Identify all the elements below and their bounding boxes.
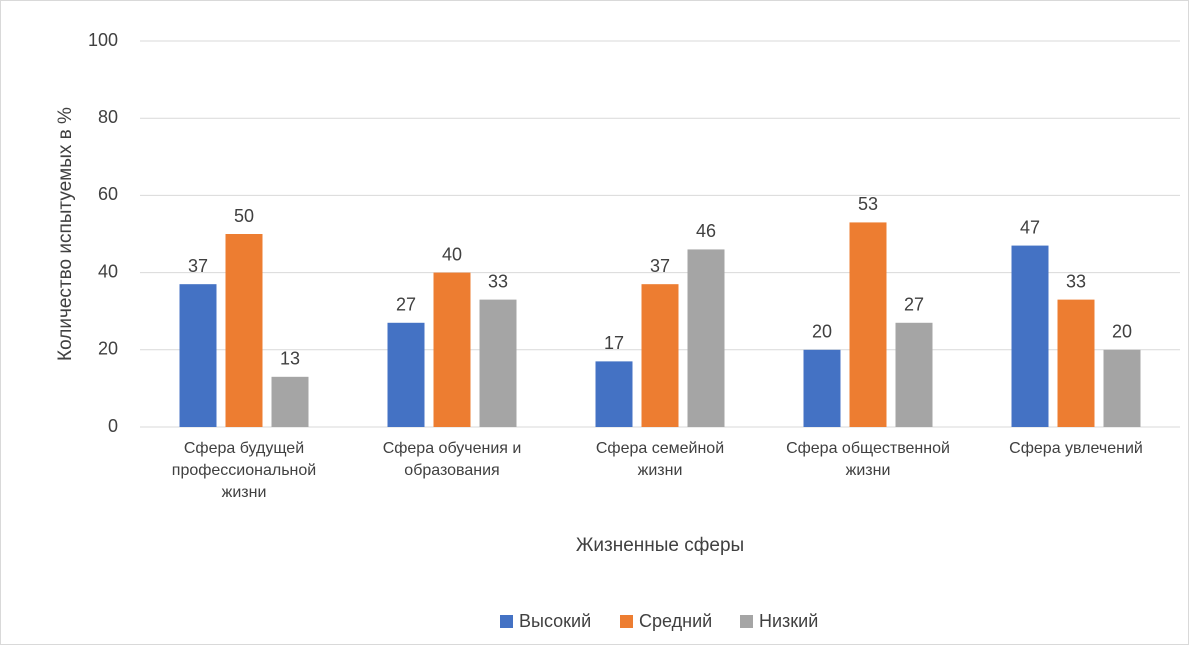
x-tick-label: Сфера обучения и образования: [382, 440, 522, 479]
bar: [1057, 299, 1095, 427]
x-tick-label: Сфера общественной жизни: [786, 440, 950, 479]
bar: [895, 322, 933, 427]
bar: [641, 284, 679, 427]
legend-swatch: [620, 615, 633, 628]
x-axis-label: Жизненные сферы: [576, 535, 744, 556]
bar: [1103, 349, 1141, 427]
x-tick-label-box: Сфера общественной жизни: [786, 440, 950, 479]
x-tick-label-box: Сфера семейной жизни: [595, 440, 725, 479]
y-tick-label: 100: [88, 30, 118, 50]
data-label: 37: [188, 256, 208, 276]
legend-label: Средний: [639, 611, 712, 631]
data-label: 27: [396, 295, 416, 315]
y-tick-label: 0: [108, 416, 118, 436]
legend-swatch: [500, 615, 513, 628]
x-tick-label: Сфера будущей профессиональной жизни: [171, 440, 317, 501]
data-label: 46: [696, 221, 716, 241]
bar: [803, 349, 841, 427]
x-tick-label: Сфера увлечений: [1009, 440, 1143, 457]
bar: [1011, 245, 1049, 427]
data-label: 27: [904, 295, 924, 315]
y-tick-label: 20: [98, 339, 118, 359]
bar: [849, 222, 887, 427]
bar: [433, 272, 471, 427]
bar: [225, 234, 263, 427]
bar: [479, 299, 517, 427]
data-label: 20: [812, 322, 832, 342]
bar: [179, 284, 217, 427]
x-tick-label-box: Сфера увлечений: [1009, 440, 1143, 457]
y-axis-label: Количество испытуемых в %: [55, 107, 76, 361]
x-tick-label-box: Сфера будущей профессиональной жизни: [171, 440, 317, 501]
bar: [595, 361, 633, 427]
data-label: 33: [488, 271, 508, 291]
legend-label: Высокий: [519, 611, 591, 631]
data-label: 17: [604, 333, 624, 353]
data-label: 53: [858, 194, 878, 214]
data-label: 47: [1020, 217, 1040, 237]
data-label: 13: [280, 349, 300, 369]
data-label: 37: [650, 256, 670, 276]
y-tick-label: 40: [98, 261, 118, 281]
x-tick-label-box: Сфера обучения и образования: [382, 440, 522, 479]
legend-label: Низкий: [759, 611, 818, 631]
y-tick-label: 60: [98, 184, 118, 204]
bar: [387, 322, 425, 427]
data-label: 50: [234, 206, 254, 226]
y-tick-label: 80: [98, 107, 118, 127]
data-label: 40: [442, 244, 462, 264]
bar: [687, 249, 725, 427]
data-label: 20: [1112, 322, 1132, 342]
x-tick-label: Сфера семейной жизни: [595, 440, 725, 479]
data-label: 33: [1066, 271, 1086, 291]
bar: [271, 376, 309, 427]
legend-swatch: [740, 615, 753, 628]
